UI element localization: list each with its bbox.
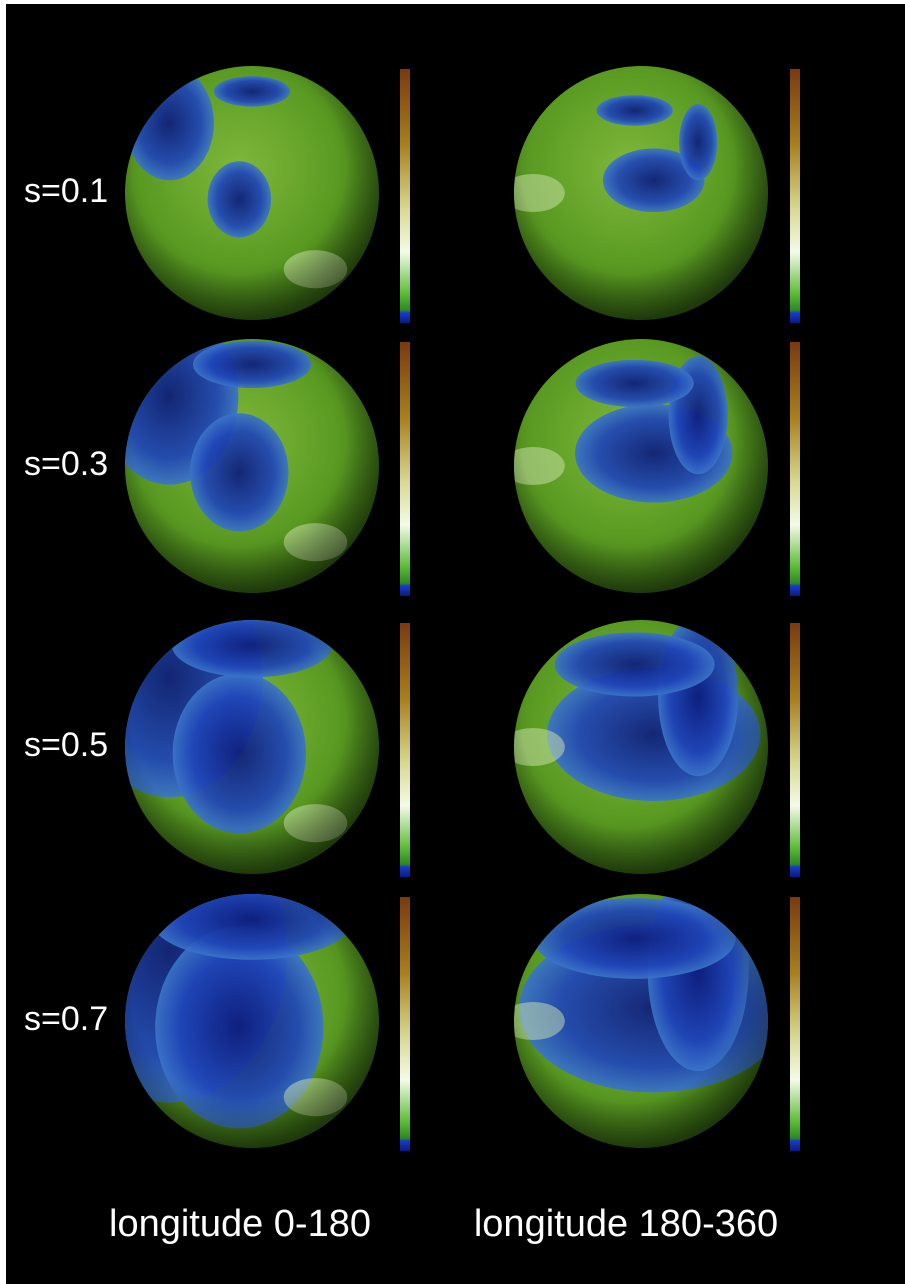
globe-shade — [514, 620, 768, 874]
row-label: s=0.5 — [24, 726, 108, 764]
globe-shade — [125, 894, 379, 1148]
colorbar — [400, 69, 410, 323]
figure: s=0.1 s=0.3 s=0.5 s=0.7 longitude 0-180 longi… — [0, 0, 905, 1284]
colorbar — [790, 342, 800, 596]
colorbar — [400, 623, 410, 877]
column-label: longitude 180-360 — [474, 1203, 778, 1245]
globe — [125, 66, 379, 320]
globe-shade — [125, 620, 379, 874]
row-label: s=0.7 — [24, 1000, 108, 1038]
colorbar — [400, 342, 410, 596]
globe-shade — [125, 339, 379, 593]
row-label: s=0.3 — [24, 445, 108, 483]
globe-shade — [514, 66, 768, 320]
colorbar — [790, 69, 800, 323]
row-label: s=0.1 — [24, 172, 108, 210]
column-label: longitude 0-180 — [109, 1203, 371, 1245]
globe-shade — [125, 66, 379, 320]
colorbar — [790, 623, 800, 877]
globe-shade — [514, 339, 768, 593]
page: s=0.1 s=0.3 s=0.5 s=0.7 longitude 0-180 longi… — [0, 0, 905, 1284]
globe-shade — [514, 894, 768, 1148]
colorbar — [400, 897, 410, 1151]
colorbar — [790, 897, 800, 1151]
